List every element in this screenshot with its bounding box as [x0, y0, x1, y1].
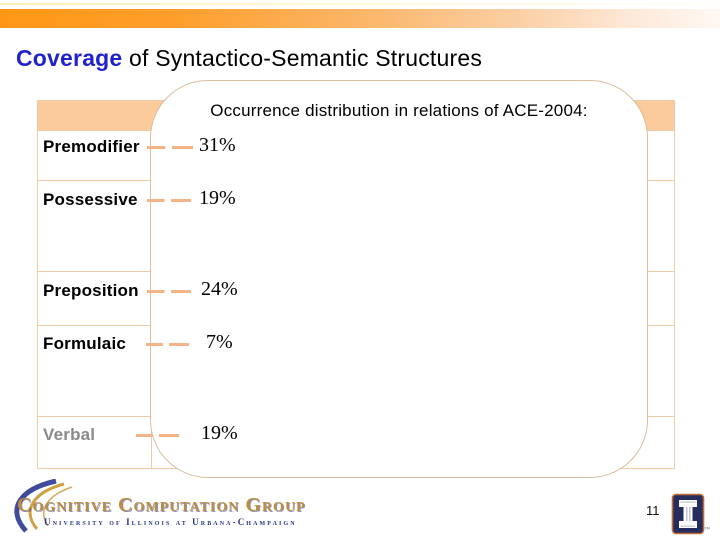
row-label-verbal: Verbal	[43, 425, 96, 444]
row-value-verbal: 19%	[201, 422, 238, 444]
leader-line	[146, 343, 189, 346]
row-value-formulaic: 7%	[206, 331, 233, 353]
slide-title: Coverage of Syntactico-Semantic Structur…	[16, 45, 482, 72]
leader-line	[147, 290, 191, 293]
row-label-possessive: Possessive	[43, 190, 138, 209]
row-label-formulaic: Formulaic	[43, 334, 127, 353]
callout-box: Occurrence distribution in relations of …	[150, 80, 648, 478]
row-label-preposition: Preposition	[43, 281, 139, 300]
page-number: 11	[646, 503, 660, 518]
top-accent-line	[0, 3, 720, 5]
leader-line	[136, 434, 179, 437]
slide-title-rest: of Syntactico-Semantic Structures	[122, 45, 483, 71]
ccg-university-name: University of Illinois at Urbana-Champai…	[44, 517, 297, 527]
ccg-swoosh-icon	[14, 479, 73, 533]
leader-line	[147, 199, 191, 202]
trademark-symbol: ™	[704, 527, 710, 533]
row-value-possessive: 19%	[199, 187, 236, 209]
ccg-org-name: Cognitive Computation Group	[17, 494, 306, 516]
row-value-premodifier: 31%	[199, 134, 236, 156]
slide-title-highlight: Coverage	[16, 45, 123, 71]
ccg-logo: Cognitive Computation Group University o…	[4, 479, 384, 537]
illinois-block-i-icon	[671, 493, 705, 535]
row-value-preposition: 24%	[201, 278, 238, 300]
row-label-premodifier: Premodifier	[43, 137, 140, 156]
callout-heading: Occurrence distribution in relations of …	[210, 101, 588, 120]
leader-line	[147, 146, 193, 149]
orange-gradient-bar	[0, 9, 720, 28]
